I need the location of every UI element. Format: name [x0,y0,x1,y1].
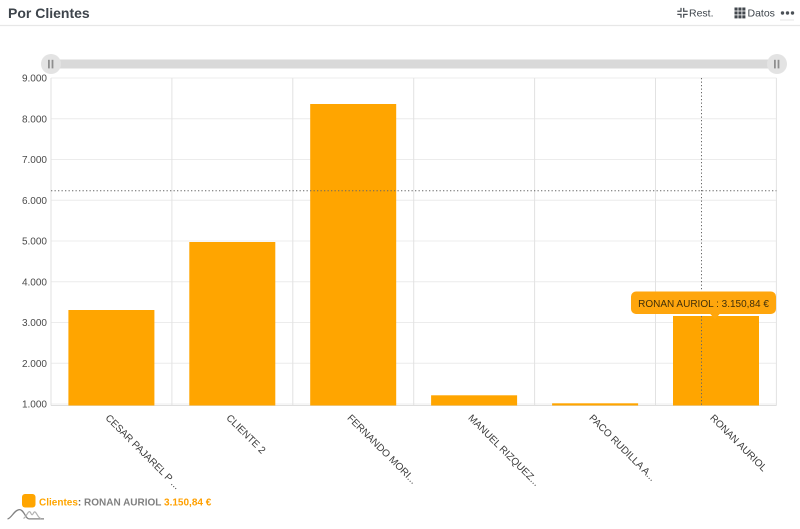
svg-text:CLIENTE 2: CLIENTE 2 [224,413,268,457]
svg-text:PACO RUDILLA A...: PACO RUDILLA A... [586,413,657,484]
svg-text:Rest.: Rest. [689,8,714,20]
svg-text:RONAN AURIOL : 3.150,84 €: RONAN AURIOL : 3.150,84 € [638,299,769,310]
svg-text:5.000: 5.000 [22,237,47,248]
svg-text:RONAN AURIOL: RONAN AURIOL [707,413,769,475]
svg-text:Clientes: RONAN AURIOL 3.150,8: Clientes: RONAN AURIOL 3.150,84 € [39,498,212,509]
svg-text:MANUEL RIZQUEZ...: MANUEL RIZQUEZ... [465,413,541,489]
svg-text:9.000: 9.000 [22,74,47,85]
svg-text:Por Clientes: Por Clientes [8,5,90,21]
svg-text:8.000: 8.000 [22,114,47,125]
svg-text:1.000: 1.000 [22,400,47,411]
svg-text:2.000: 2.000 [22,359,47,370]
svg-text:6.000: 6.000 [22,196,47,207]
svg-text:7.000: 7.000 [22,155,47,166]
svg-text:4.000: 4.000 [22,277,47,288]
svg-text:FERNANDO MORI...: FERNANDO MORI... [345,413,419,487]
svg-text:CESAR PAJAREL P ...: CESAR PAJAREL P ... [103,413,182,492]
svg-text:3.000: 3.000 [22,318,47,329]
svg-text:Datos: Datos [748,8,775,20]
